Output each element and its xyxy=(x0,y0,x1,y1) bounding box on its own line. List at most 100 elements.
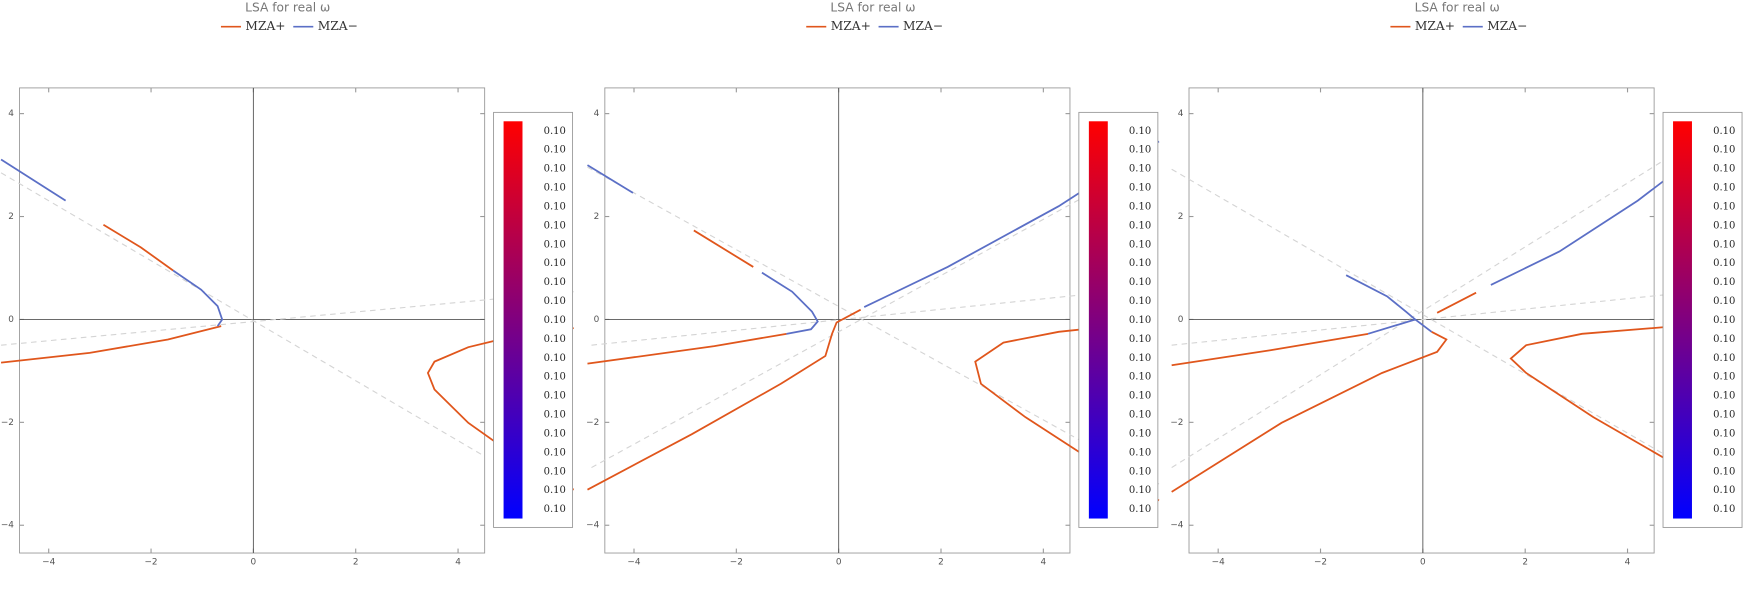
colorbar-label: 0.10 xyxy=(1713,428,1735,439)
y-tick-label: −4 xyxy=(1170,521,1183,531)
colorbar-label: 0.10 xyxy=(1713,126,1735,137)
x-tick-label: 4 xyxy=(1041,557,1047,567)
colorbar-label: 0.10 xyxy=(1129,353,1151,364)
colorbar-label: 0.10 xyxy=(1713,164,1735,175)
y-tick-label: −4 xyxy=(586,521,599,531)
chart-title: LSA for real ω xyxy=(1415,0,1500,14)
colorbar-label: 0.10 xyxy=(1129,334,1151,345)
colorbar-label: 0.10 xyxy=(1713,201,1735,212)
colorbar-label: 0.10 xyxy=(544,296,566,307)
plot-frame xyxy=(19,87,486,554)
colorbar-label: 0.10 xyxy=(1713,485,1735,496)
colorbar-label: 0.10 xyxy=(544,315,566,326)
colorbar-label: 0.10 xyxy=(1129,428,1151,439)
y-tick-label: 4 xyxy=(8,109,14,119)
colorbar-label: 0.10 xyxy=(1129,126,1151,137)
y-tick-label: 0 xyxy=(1178,315,1184,325)
chart-title: LSA for real ω xyxy=(245,0,330,14)
colorbar-label: 0.10 xyxy=(544,372,566,383)
colorbar-label: 0.10 xyxy=(1713,183,1735,194)
colorbar-label: 0.10 xyxy=(1713,372,1735,383)
colorbar-label: 0.10 xyxy=(1129,466,1151,477)
colorbar-label: 0.10 xyxy=(1129,447,1151,458)
colorbar-label: 0.10 xyxy=(544,220,566,231)
colorbar-label: 0.10 xyxy=(544,145,566,156)
colorbar-label: 0.10 xyxy=(544,239,566,250)
x-tick-label: 2 xyxy=(353,557,359,567)
colorbar-label: 0.10 xyxy=(1129,183,1151,194)
y-tick-label: −2 xyxy=(586,418,599,428)
colorbar-label: 0.10 xyxy=(544,201,566,212)
y-tick-label: 0 xyxy=(594,315,600,325)
colorbar-label: 0.10 xyxy=(544,258,566,269)
colorbar-label: 0.10 xyxy=(544,391,566,402)
colorbar-label: 0.10 xyxy=(1129,391,1151,402)
series-line xyxy=(0,158,224,327)
plot-frame xyxy=(604,87,1071,554)
x-tick-label: 0 xyxy=(1420,557,1426,567)
guide-line xyxy=(587,155,1160,485)
x-tick-label: 0 xyxy=(836,557,842,567)
colorbar-label: 0.10 xyxy=(1713,410,1735,421)
colorbar-label: 0.10 xyxy=(544,353,566,364)
colorbar-label: 0.10 xyxy=(1129,504,1151,515)
colorbar-label: 0.10 xyxy=(544,164,566,175)
colorbar-label: 0.10 xyxy=(1713,466,1735,477)
colorbar-label: 0.10 xyxy=(544,126,566,137)
colorbar-label: 0.10 xyxy=(1713,145,1735,156)
y-tick-label: 2 xyxy=(8,212,14,222)
colorbar-label: 0.10 xyxy=(1713,334,1735,345)
colorbar-label: 0.10 xyxy=(1713,353,1735,364)
colorbar-label: 0.10 xyxy=(1129,239,1151,250)
guide-line xyxy=(0,172,574,457)
colorbar-label: 0.10 xyxy=(544,410,566,421)
panel: LSA for real ω MZA+ MZA− −4 −2 0 2 4 −4 −2 0 2 4 0.10… xyxy=(0,0,575,567)
colorbar-label: 0.10 xyxy=(1713,258,1735,269)
y-tick-label: −2 xyxy=(1170,418,1183,428)
x-tick-label: −4 xyxy=(1212,557,1225,567)
x-tick-label: 2 xyxy=(938,557,944,567)
colorbar-label: 0.10 xyxy=(1713,315,1735,326)
colorbar-label: 0.10 xyxy=(1713,504,1735,515)
x-tick-label: 4 xyxy=(455,557,461,567)
colorbar-label: 0.10 xyxy=(1129,201,1151,212)
colorbar xyxy=(1673,121,1692,519)
legend-label: MZA− xyxy=(1487,19,1527,33)
legend-label: MZA+ xyxy=(245,19,285,33)
y-tick-label: 0 xyxy=(8,315,14,325)
colorbar-label: 0.10 xyxy=(1713,277,1735,288)
y-tick-label: 4 xyxy=(1178,109,1184,119)
series-line xyxy=(0,224,575,491)
colorbar-label: 0.10 xyxy=(1713,391,1735,402)
colorbar-label: 0.10 xyxy=(544,334,566,345)
legend-label: MZA− xyxy=(318,19,358,33)
colorbar-label: 0.10 xyxy=(1129,277,1151,288)
x-tick-label: −4 xyxy=(42,557,55,567)
colorbar-label: 0.10 xyxy=(1129,220,1151,231)
colorbar-label: 0.10 xyxy=(1713,296,1735,307)
chart-title: LSA for real ω xyxy=(830,0,915,14)
colorbar xyxy=(503,121,523,519)
colorbar-label: 0.10 xyxy=(544,485,566,496)
y-tick-label: 2 xyxy=(594,212,600,222)
colorbar-label: 0.10 xyxy=(1713,239,1735,250)
colorbar-label: 0.10 xyxy=(544,447,566,458)
series-line xyxy=(587,140,1160,335)
legend-label: MZA+ xyxy=(1415,19,1455,33)
series-line xyxy=(1171,291,1717,493)
colorbar xyxy=(1088,121,1108,519)
y-tick-label: −2 xyxy=(1,418,14,428)
panel: LSA for real ω MZA+ MZA− −4 −2 0 2 4 −4 −2 0 2 4 0.10… xyxy=(1170,0,1743,567)
x-tick-label: −2 xyxy=(1314,557,1327,567)
colorbar-label: 0.10 xyxy=(544,428,566,439)
colorbar-label: 0.10 xyxy=(544,277,566,288)
colorbar-label: 0.10 xyxy=(1129,372,1151,383)
y-tick-label: −4 xyxy=(1,521,14,531)
series-line xyxy=(1345,140,1717,335)
plot-frame xyxy=(1188,87,1655,554)
colorbar-label: 0.10 xyxy=(544,183,566,194)
colorbar-label: 0.10 xyxy=(1713,447,1735,458)
colorbar-label: 0.10 xyxy=(1129,410,1151,421)
x-tick-label: −2 xyxy=(144,557,157,567)
